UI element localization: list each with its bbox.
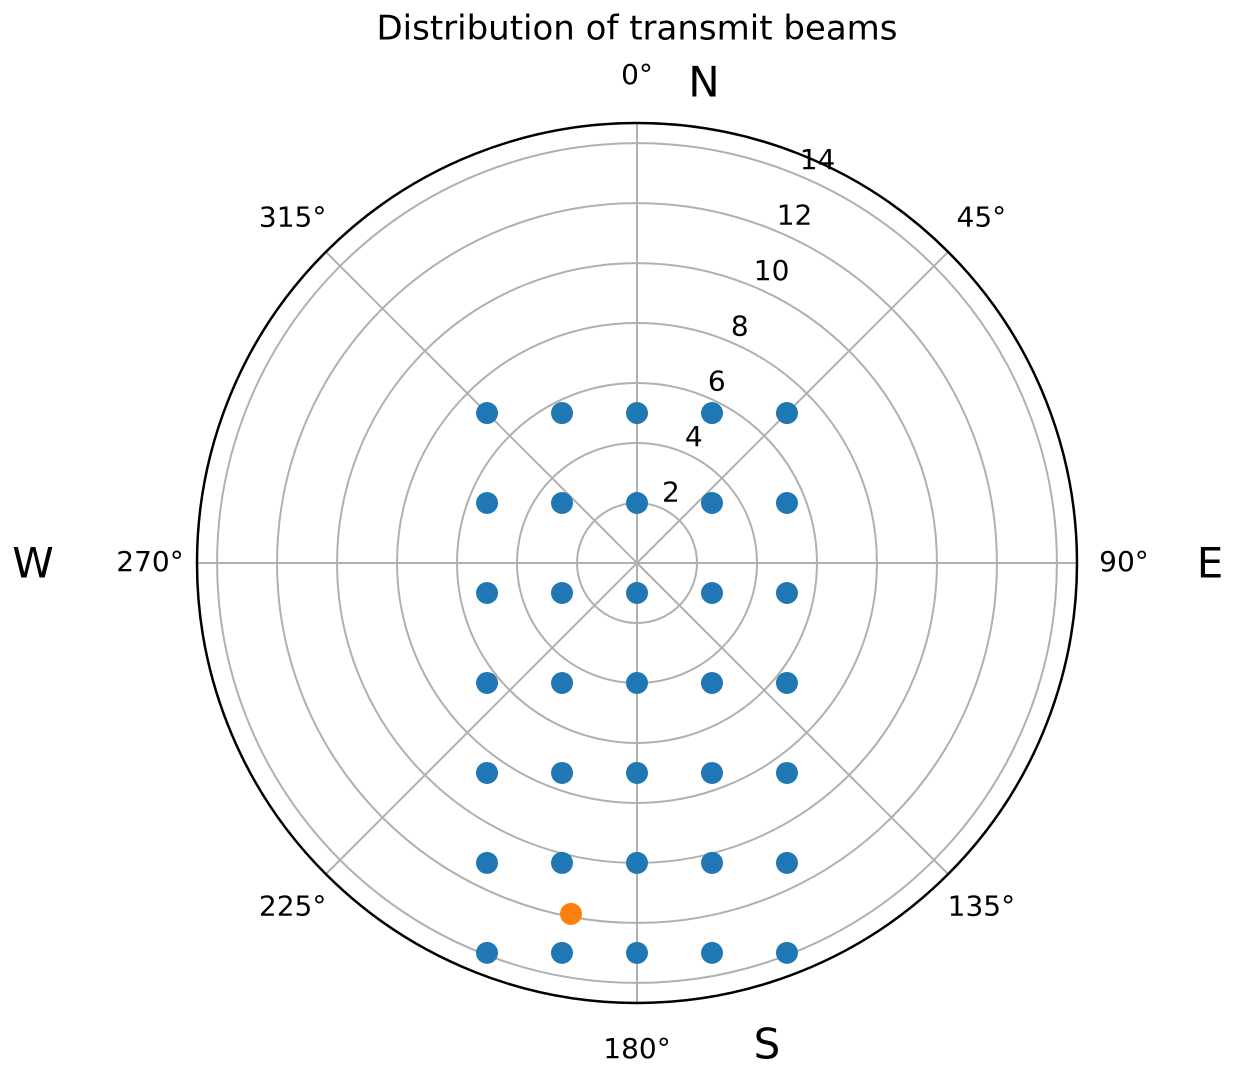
point	[700, 671, 723, 694]
point	[551, 761, 574, 784]
r-tick-label: 14	[800, 143, 836, 176]
theta-tick-label: 135°	[948, 889, 1015, 922]
point	[551, 402, 574, 425]
point	[476, 581, 499, 604]
compass-label: W	[12, 539, 54, 588]
theta-tick-label: 270°	[116, 545, 183, 578]
r-tick-label: 10	[754, 254, 790, 287]
point	[551, 492, 574, 515]
point	[476, 671, 499, 694]
point	[775, 851, 798, 874]
point	[626, 851, 648, 874]
r-tick-label: 4	[685, 420, 703, 453]
point	[775, 402, 798, 425]
point	[701, 941, 724, 964]
point	[775, 761, 798, 784]
point	[550, 851, 573, 874]
point	[775, 492, 798, 515]
point	[626, 402, 648, 425]
theta-tick-label: 225°	[259, 889, 326, 922]
point	[775, 581, 798, 604]
point	[476, 941, 499, 964]
grid-spoke	[325, 562, 638, 875]
point	[476, 851, 499, 874]
point	[551, 581, 574, 604]
point	[560, 902, 583, 925]
r-tick-label: 8	[731, 309, 749, 342]
point	[626, 581, 648, 604]
point	[550, 941, 573, 964]
compass-label: S	[754, 1020, 781, 1069]
r-tick-label: 2	[662, 476, 680, 509]
r-tick-label: 6	[708, 365, 726, 398]
point	[626, 492, 648, 515]
point	[626, 941, 648, 964]
compass-label: N	[688, 58, 719, 107]
polar-frame	[195, 121, 1079, 1005]
point	[626, 671, 648, 694]
r-tick-label: 12	[777, 198, 813, 231]
point	[700, 492, 723, 515]
chart-title: Distribution of transmit beams	[376, 9, 897, 49]
point	[775, 941, 798, 964]
theta-tick-label: 180°	[603, 1032, 670, 1065]
theta-tick-label: 45°	[957, 201, 1007, 234]
point	[700, 402, 723, 425]
theta-tick-label: 0°	[621, 58, 653, 91]
point	[476, 492, 499, 515]
point	[626, 761, 648, 784]
compass-label: E	[1197, 539, 1224, 588]
theta-tick-label: 90°	[1099, 545, 1149, 578]
point	[775, 671, 798, 694]
theta-tick-label: 315°	[259, 201, 326, 234]
point	[476, 761, 499, 784]
point	[700, 761, 723, 784]
point	[701, 851, 724, 874]
point	[700, 581, 723, 604]
point	[476, 402, 499, 425]
point	[551, 671, 574, 694]
grid-spoke	[636, 562, 949, 875]
